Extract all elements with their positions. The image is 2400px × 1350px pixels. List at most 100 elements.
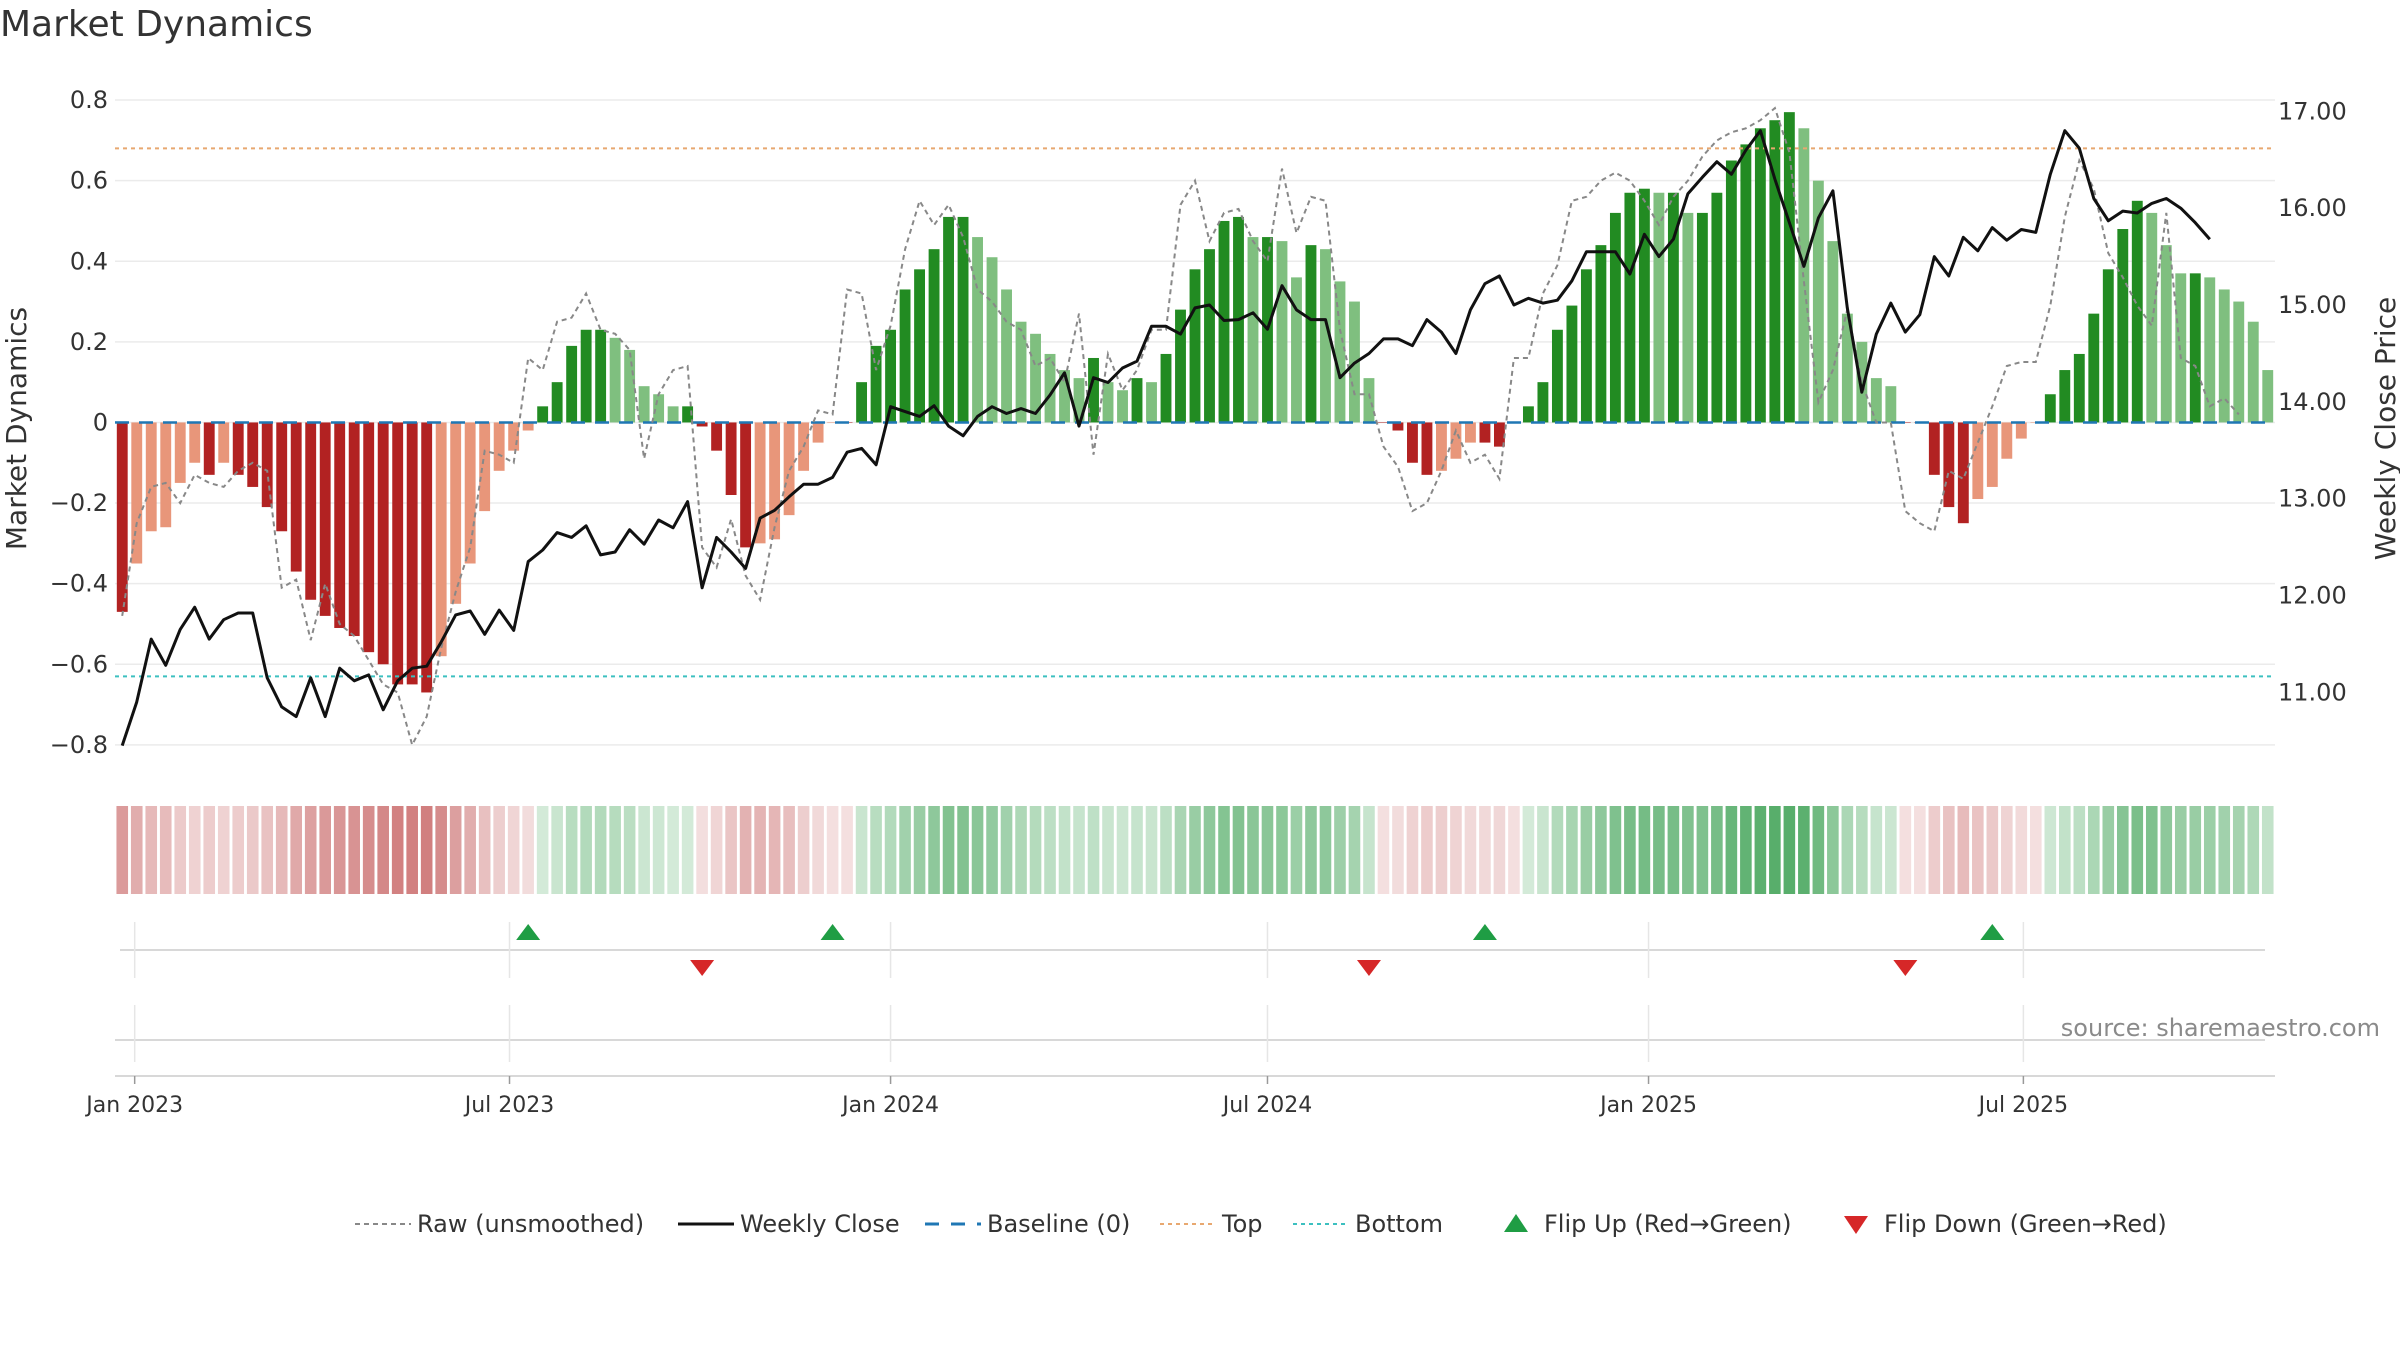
dynamics-bar	[189, 422, 201, 463]
dynamics-bar	[2262, 370, 2274, 423]
regime-strip-cell	[1508, 806, 1520, 894]
dynamics-bar	[2218, 289, 2230, 423]
regime-strip-cell	[1435, 806, 1448, 894]
regime-strip-cell	[246, 806, 259, 894]
regime-strip-cell	[1334, 806, 1346, 894]
dynamics-bar	[1088, 357, 1099, 423]
regime-strip-cell	[1058, 806, 1071, 894]
regime-strip-cell	[739, 806, 752, 894]
flip-up-marker	[1472, 924, 1497, 940]
regime-strip-cell	[1580, 806, 1593, 894]
regime-strip-cell	[652, 806, 665, 894]
regime-strip-cell	[1044, 806, 1056, 894]
regime-strip-cell	[1218, 806, 1230, 894]
regime-strip-cell	[1972, 806, 1984, 894]
regime-strip-cell	[333, 806, 346, 894]
y-tick-label-right: 13.00	[2278, 485, 2347, 513]
dynamics-bar	[595, 329, 607, 423]
dynamics-bar	[1899, 422, 1911, 423]
regime-strip-cell	[2203, 806, 2216, 894]
regime-strip-cell	[1319, 806, 1332, 894]
dynamics-bar	[232, 422, 244, 475]
dynamics-bar	[1609, 212, 1621, 423]
regime-strip-cell	[841, 806, 853, 894]
regime-strip-cell	[942, 806, 955, 894]
regime-strip-cell	[1667, 806, 1680, 894]
dynamics-bar	[348, 422, 360, 637]
dynamics-bar	[856, 382, 868, 423]
regime-strip-cell	[855, 806, 868, 894]
regime-strip-cell	[1174, 806, 1187, 894]
y-tick-label-left: 0.2	[70, 328, 108, 356]
regime-strip-cell	[1754, 806, 1767, 894]
dynamics-bar	[1175, 309, 1186, 423]
regime-strip-cell	[1261, 806, 1274, 894]
dynamics-bar	[1363, 378, 1375, 423]
dynamics-bar	[1522, 406, 1534, 423]
regime-strip-cell	[1377, 806, 1390, 894]
regime-strip-cell	[609, 806, 621, 894]
dynamics-bar	[1421, 422, 1433, 475]
y-tick-label-right: 16.00	[2278, 194, 2347, 222]
legend-swatch	[1844, 1216, 1868, 1234]
regime-strip-cell	[638, 806, 650, 894]
dynamics-bar	[2102, 269, 2114, 423]
regime-strip-cell	[826, 806, 839, 894]
regime-strip-cell	[1493, 806, 1506, 894]
regime-strip-cell	[1595, 806, 1607, 894]
dynamics-bar	[783, 422, 795, 516]
dynamics-bar	[624, 349, 636, 423]
legend-label: Raw (unsmoothed)	[417, 1210, 644, 1238]
flip-down-marker	[1356, 960, 1381, 976]
dynamics-bar	[537, 406, 549, 423]
regime-strip-cell	[696, 806, 708, 894]
dynamics-bar	[1711, 192, 1723, 423]
dynamics-bar	[580, 329, 592, 423]
regime-strip-cell	[261, 806, 274, 894]
dynamics-bar	[1276, 241, 1288, 423]
dynamics-bar	[711, 422, 723, 451]
dynamics-bar	[1566, 305, 1578, 423]
dynamics-bar	[1305, 245, 1317, 423]
regime-strip-cell	[536, 806, 549, 894]
regime-strip-cell	[1725, 806, 1738, 894]
dynamics-bar	[943, 216, 954, 423]
regime-strip-cell	[2218, 806, 2231, 894]
regime-strip-cell	[217, 806, 230, 894]
regime-strip-cell	[1276, 806, 1288, 894]
dynamics-bar	[1725, 160, 1737, 423]
dynamics-bar	[160, 422, 172, 528]
regime-strip-cell	[2131, 806, 2144, 894]
y-tick-label-left: −0.4	[50, 570, 108, 598]
regime-strip-cell	[1232, 806, 1245, 894]
dynamics-bar	[131, 422, 143, 564]
dynamics-bar	[769, 422, 781, 540]
regime-strip-cell	[957, 806, 969, 894]
dynamics-bar	[1291, 277, 1302, 423]
dynamics-bar	[290, 422, 302, 572]
regime-strip-cell	[1624, 806, 1636, 894]
regime-strip-cell	[1247, 806, 1259, 894]
regime-strip-cell	[2232, 806, 2245, 894]
dynamics-bar	[1870, 378, 1882, 423]
regime-strip-cell	[710, 806, 723, 894]
dynamics-bar	[1450, 422, 1462, 459]
legend-label: Flip Up (Red→Green)	[1544, 1210, 1792, 1238]
dynamics-bar	[725, 422, 737, 495]
dynamics-bar	[638, 386, 650, 423]
dynamics-bar	[1146, 382, 1157, 423]
regime-strip-cell	[362, 806, 375, 894]
regime-strip-cell	[986, 806, 998, 894]
regime-strip-cell	[1914, 806, 1926, 894]
dynamics-bar	[145, 422, 157, 532]
regime-strip-cell	[1421, 806, 1433, 894]
regime-strip-cell	[580, 806, 592, 894]
regime-strip-cell	[507, 806, 520, 894]
dynamics-bar	[174, 422, 186, 483]
dynamics-bar	[914, 269, 925, 423]
regime-strip-cell	[2073, 806, 2086, 894]
regime-strip-cell	[1827, 806, 1839, 894]
regime-strip-cell	[1682, 806, 1694, 894]
dynamics-bar	[682, 406, 694, 423]
regime-strip-cell	[203, 806, 216, 894]
